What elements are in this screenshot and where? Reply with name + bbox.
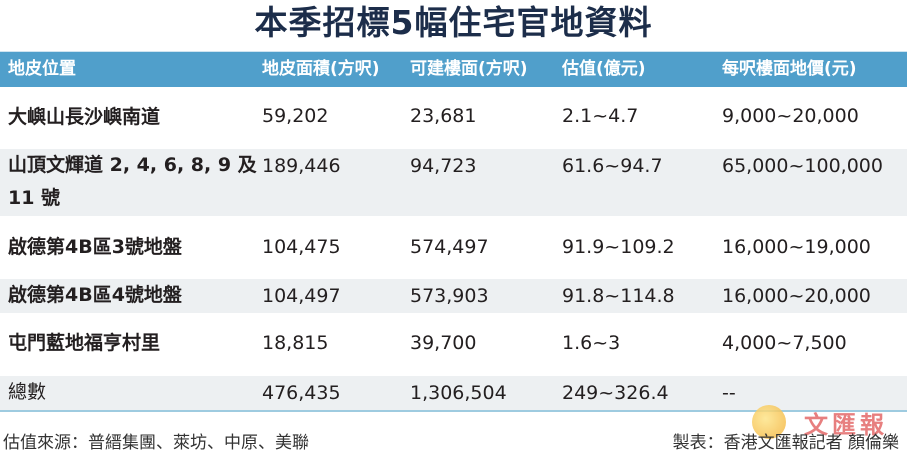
cell-valuation: 2.1~4.7	[562, 105, 639, 127]
cell-total-label: 總數	[8, 381, 47, 403]
cell-valuation: 91.8~114.8	[562, 285, 675, 307]
cell-price: 9,000~20,000	[722, 105, 859, 127]
cell-price: 16,000~19,000	[722, 236, 871, 258]
cell-location: 啟德第4B區3號地盤	[8, 236, 182, 258]
header-valuation: 估值(億元)	[562, 59, 646, 79]
source-note: 估值來源：普縉集團、萊坊、中原、美聯	[3, 433, 309, 453]
total-row: 總數 476,435 1,306,504 249~326.4 --	[0, 376, 907, 412]
cell-gfa: 574,497	[410, 236, 489, 258]
table-row: 屯門藍地福亨村里 18,815 39,700 1.6~3 4,000~7,500	[0, 313, 907, 376]
cell-total-price: --	[722, 382, 736, 404]
cell-site-area: 189,446	[262, 155, 341, 177]
table-row: 啟德第4B區4號地盤 104,497 573,903 91.8~114.8 16…	[0, 279, 907, 313]
cell-gfa: 23,681	[410, 105, 477, 127]
cell-gfa: 94,723	[410, 155, 477, 177]
table-row: 山頂文輝道 2, 4, 6, 8, 9 及 11 號 189,446 94,72…	[0, 149, 907, 216]
cell-location: 大嶼山長沙嶼南道	[8, 106, 161, 128]
cell-site-area: 18,815	[262, 332, 329, 354]
cell-location: 屯門藍地福亨村里	[8, 332, 161, 354]
cell-location: 山頂文輝道 2, 4, 6, 8, 9 及 11 號	[8, 154, 257, 209]
cell-gfa: 573,903	[410, 285, 489, 307]
table-row: 啟德第4B區3號地盤 104,475 574,497 91.9~109.2 16…	[0, 216, 907, 279]
cell-valuation: 1.6~3	[562, 332, 621, 354]
cell-site-area: 59,202	[262, 105, 329, 127]
page-title: 本季招標5幅住宅官地資料	[254, 3, 653, 42]
cell-site-area: 104,475	[262, 236, 341, 258]
cell-total-valuation: 249~326.4	[562, 382, 669, 404]
logo-sun-icon	[752, 405, 786, 439]
cell-valuation: 61.6~94.7	[562, 155, 663, 177]
cell-price: 16,000~20,000	[722, 285, 871, 307]
cell-gfa: 39,700	[410, 332, 477, 354]
cell-price: 65,000~100,000	[722, 155, 883, 177]
logo-text: 文匯報	[804, 410, 888, 439]
header-price-per-sqft: 每呎樓面地價(元)	[722, 59, 857, 79]
land-data-table: 地皮位置 地皮面積(方呎) 可建樓面(方呎) 估值(億元) 每呎樓面地價(元) …	[0, 51, 907, 412]
header-location: 地皮位置	[8, 59, 76, 79]
cell-total-site-area: 476,435	[262, 382, 341, 404]
credit-note: 製表：香港文匯報記者 顏倫樂	[672, 433, 899, 453]
table-header: 地皮位置 地皮面積(方呎) 可建樓面(方呎) 估值(億元) 每呎樓面地價(元)	[0, 51, 907, 87]
header-gfa: 可建樓面(方呎)	[410, 59, 528, 79]
cell-site-area: 104,497	[262, 285, 341, 307]
table-row: 大嶼山長沙嶼南道 59,202 23,681 2.1~4.7 9,000~20,…	[0, 87, 907, 149]
header-site-area: 地皮面積(方呎)	[262, 59, 380, 79]
cell-valuation: 91.9~109.2	[562, 236, 675, 258]
cell-location: 啟德第4B區4號地盤	[8, 284, 182, 306]
wenweipo-logo: 文匯報	[752, 405, 902, 439]
cell-price: 4,000~7,500	[722, 332, 847, 354]
cell-total-gfa: 1,306,504	[410, 382, 507, 404]
